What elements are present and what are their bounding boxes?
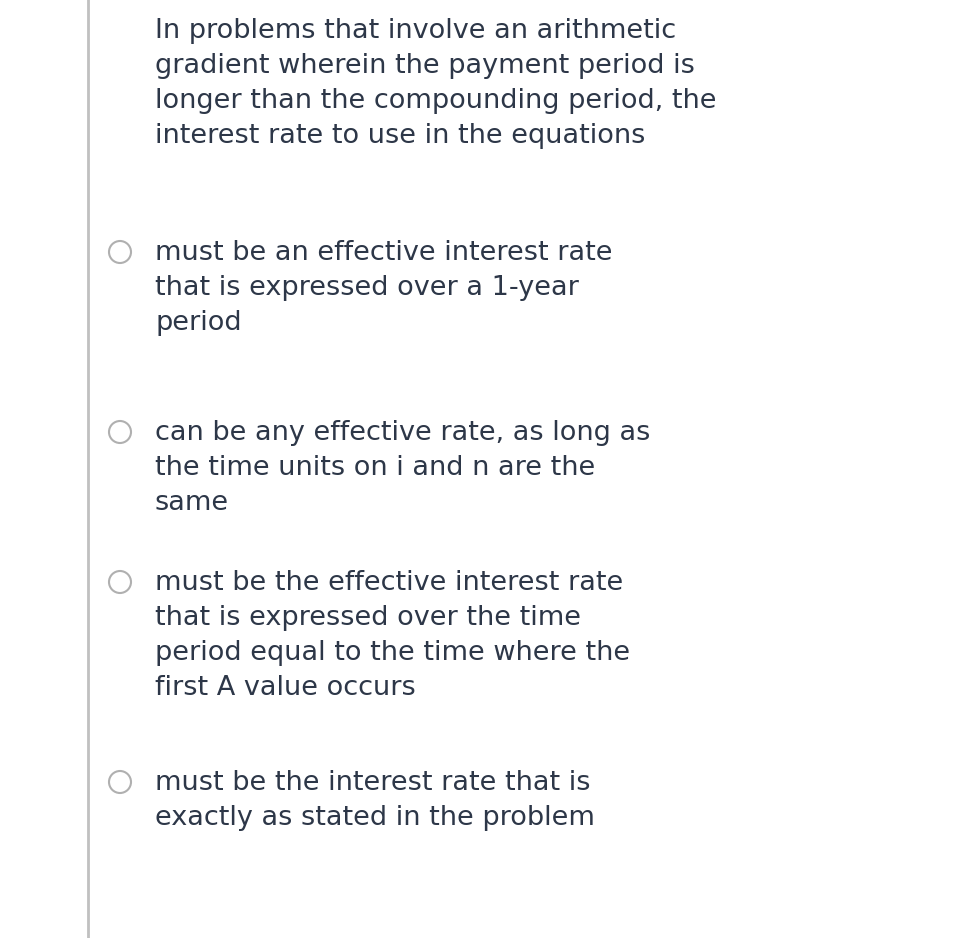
Ellipse shape	[109, 571, 131, 593]
Ellipse shape	[109, 421, 131, 443]
Text: must be an effective interest rate
that is expressed over a 1-year
period: must be an effective interest rate that …	[155, 240, 612, 336]
Text: must be the effective interest rate
that is expressed over the time
period equal: must be the effective interest rate that…	[155, 570, 630, 701]
Ellipse shape	[109, 241, 131, 263]
Text: In problems that involve an arithmetic
gradient wherein the payment period is
lo: In problems that involve an arithmetic g…	[155, 18, 717, 149]
Text: must be the interest rate that is
exactly as stated in the problem: must be the interest rate that is exactl…	[155, 770, 595, 831]
Text: can be any effective rate, as long as
the time units on i and n are the
same: can be any effective rate, as long as th…	[155, 420, 650, 516]
Ellipse shape	[109, 771, 131, 793]
